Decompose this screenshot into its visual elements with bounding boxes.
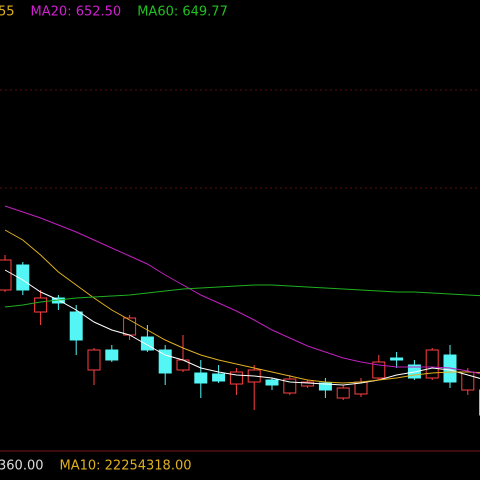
candle-body	[301, 381, 315, 387]
ma-line	[4, 269, 480, 386]
indicator-label: 360.00	[0, 459, 44, 474]
candle-body	[140, 336, 154, 351]
ma-line	[4, 229, 480, 384]
candle-body	[425, 349, 439, 379]
candle-body	[390, 357, 404, 361]
indicator-label: MA60: 649.77	[137, 5, 228, 20]
candle-body	[16, 264, 30, 291]
labels: 55 MA20: 652.50 MA60: 649.77 360.00 MA10: 22…	[0, 5, 228, 474]
candle-body	[105, 349, 119, 361]
candle-body	[318, 382, 332, 391]
candle-body	[194, 372, 208, 384]
plot-area	[0, 205, 480, 416]
ma-line	[4, 284, 480, 308]
candle-body	[158, 349, 172, 374]
candle-body	[69, 311, 83, 341]
ma-line	[4, 205, 480, 375]
candle-body	[265, 379, 279, 386]
candle-body	[0, 259, 12, 291]
indicator-label: MA20: 652.50	[31, 5, 122, 20]
candle-body	[87, 349, 101, 371]
candle-body	[34, 297, 48, 313]
candle-body	[372, 361, 386, 379]
candle-body	[212, 373, 226, 382]
indicator-label: 55	[0, 5, 15, 20]
candle-body	[336, 387, 350, 399]
indicator-label: MA10: 22254318.00	[60, 459, 192, 474]
